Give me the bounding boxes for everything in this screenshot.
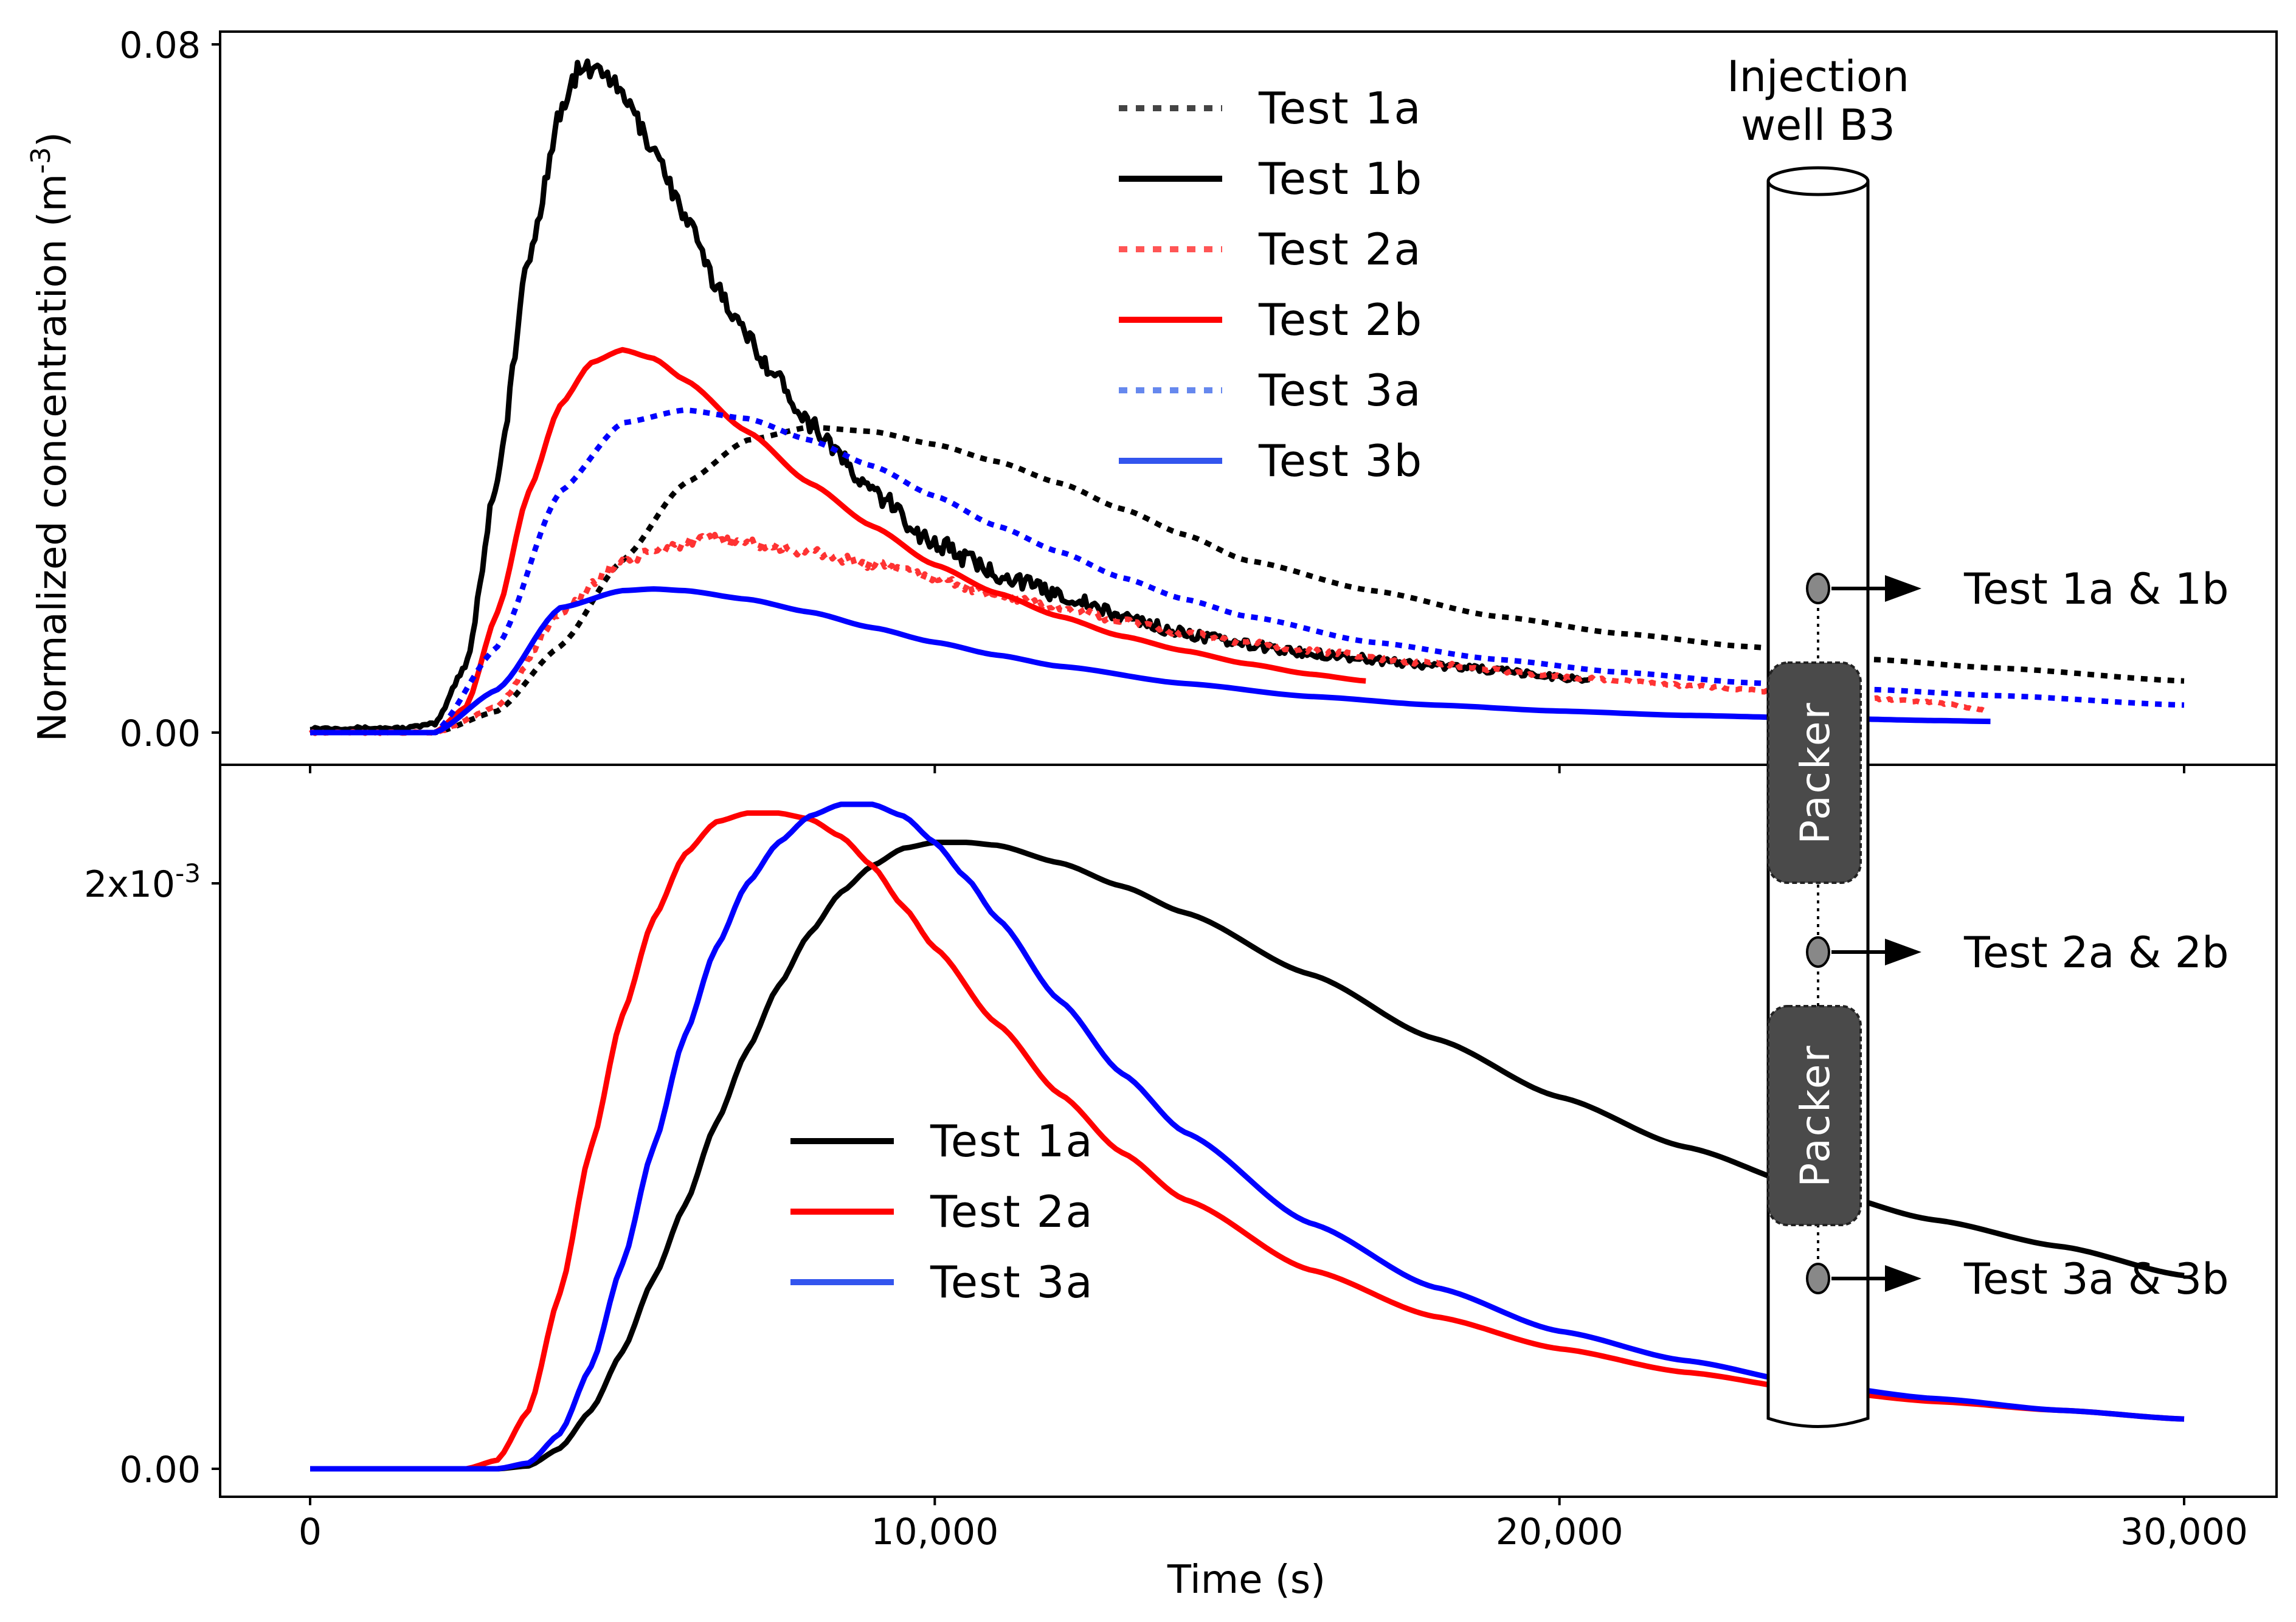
legend-label-top-3: Test 2b [1258,294,1423,345]
well-title-line2: well B3 [1741,100,1895,150]
legend-label-bottom-2: Test 3a [930,1257,1094,1308]
legend-label-top-5: Test 3b [1258,435,1423,486]
legend-label-top-2: Test 2a [1258,224,1422,275]
port-2-label: Test 2a & 2b [1963,928,2229,978]
bottom-ytick-label-1: 2x10-3 [84,858,201,906]
top-series-group [308,58,2185,736]
injection-well-diagram: Injection well B3 Packer Packer Test 1a … [1727,52,2229,1428]
series-test-1a-bottom [310,840,2185,1472]
top-axis-ticks: 0.00 0.08 [119,24,2185,773]
series-test-2a-top [308,531,1990,736]
y-axis-label: Normalized concentration (m-3) [26,132,75,742]
series-test-2a-bottom [310,810,2185,1472]
packer-lower [1767,1005,1862,1226]
packer-lower-label: Packer [1792,1044,1839,1187]
bottom-panel-frame [219,764,2278,1498]
series-test-1b-top [309,58,1590,733]
series-test-3a-top [310,407,2185,736]
bottom-axis-ticks: 0.00 2x10-3 0 10,000 20,000 30,000 [84,858,2248,1553]
port-3-label: Test 3a & 3b [1963,1254,2229,1304]
packer-upper [1767,661,1862,884]
legend-label-top-4: Test 3a [1258,365,1422,416]
legend-label-bottom-0: Test 1a [930,1116,1094,1167]
bottom-ytick-label-0: 0.00 [119,1449,201,1491]
packer-upper-label: Packer [1792,701,1839,844]
port-3: Test 3a & 3b [1806,1254,2229,1304]
series-test-2b-top [310,347,1366,736]
legend-label-bottom-1: Test 2a [930,1186,1094,1237]
well-pipe-top [1766,166,1870,196]
xtick-label-2: 20,000 [1496,1511,1623,1553]
port-1-label: Test 1a & 1b [1963,564,2229,614]
top-panel-frame [219,30,2278,766]
well-title-line1: Injection [1727,52,1909,102]
legend-label-top-0: Test 1a [1258,83,1422,134]
legend-label-top-1: Test 1b [1258,153,1423,204]
top-ytick-label-1: 0.08 [119,24,201,67]
bottom-legend: Test 1a Test 2a Test 3a [790,1116,1094,1308]
series-test-3a-bottom [310,801,2185,1472]
xtick-label-1: 10,000 [871,1511,998,1553]
top-legend: Test 1a Test 1b Test 2a Test 2b Test 3a Test … [1119,83,1423,486]
xtick-label-0: 0 [299,1511,322,1553]
port-1: Test 1a & 1b [1806,564,2229,614]
xtick-label-3: 30,000 [2120,1511,2248,1553]
top-ytick-label-0: 0.00 [119,713,201,755]
series-test-3b-top [310,586,1991,736]
port-2: Test 2a & 2b [1806,928,2229,978]
x-axis-label: Time (s) [1167,1558,1326,1603]
bottom-series-group [310,801,2185,1472]
